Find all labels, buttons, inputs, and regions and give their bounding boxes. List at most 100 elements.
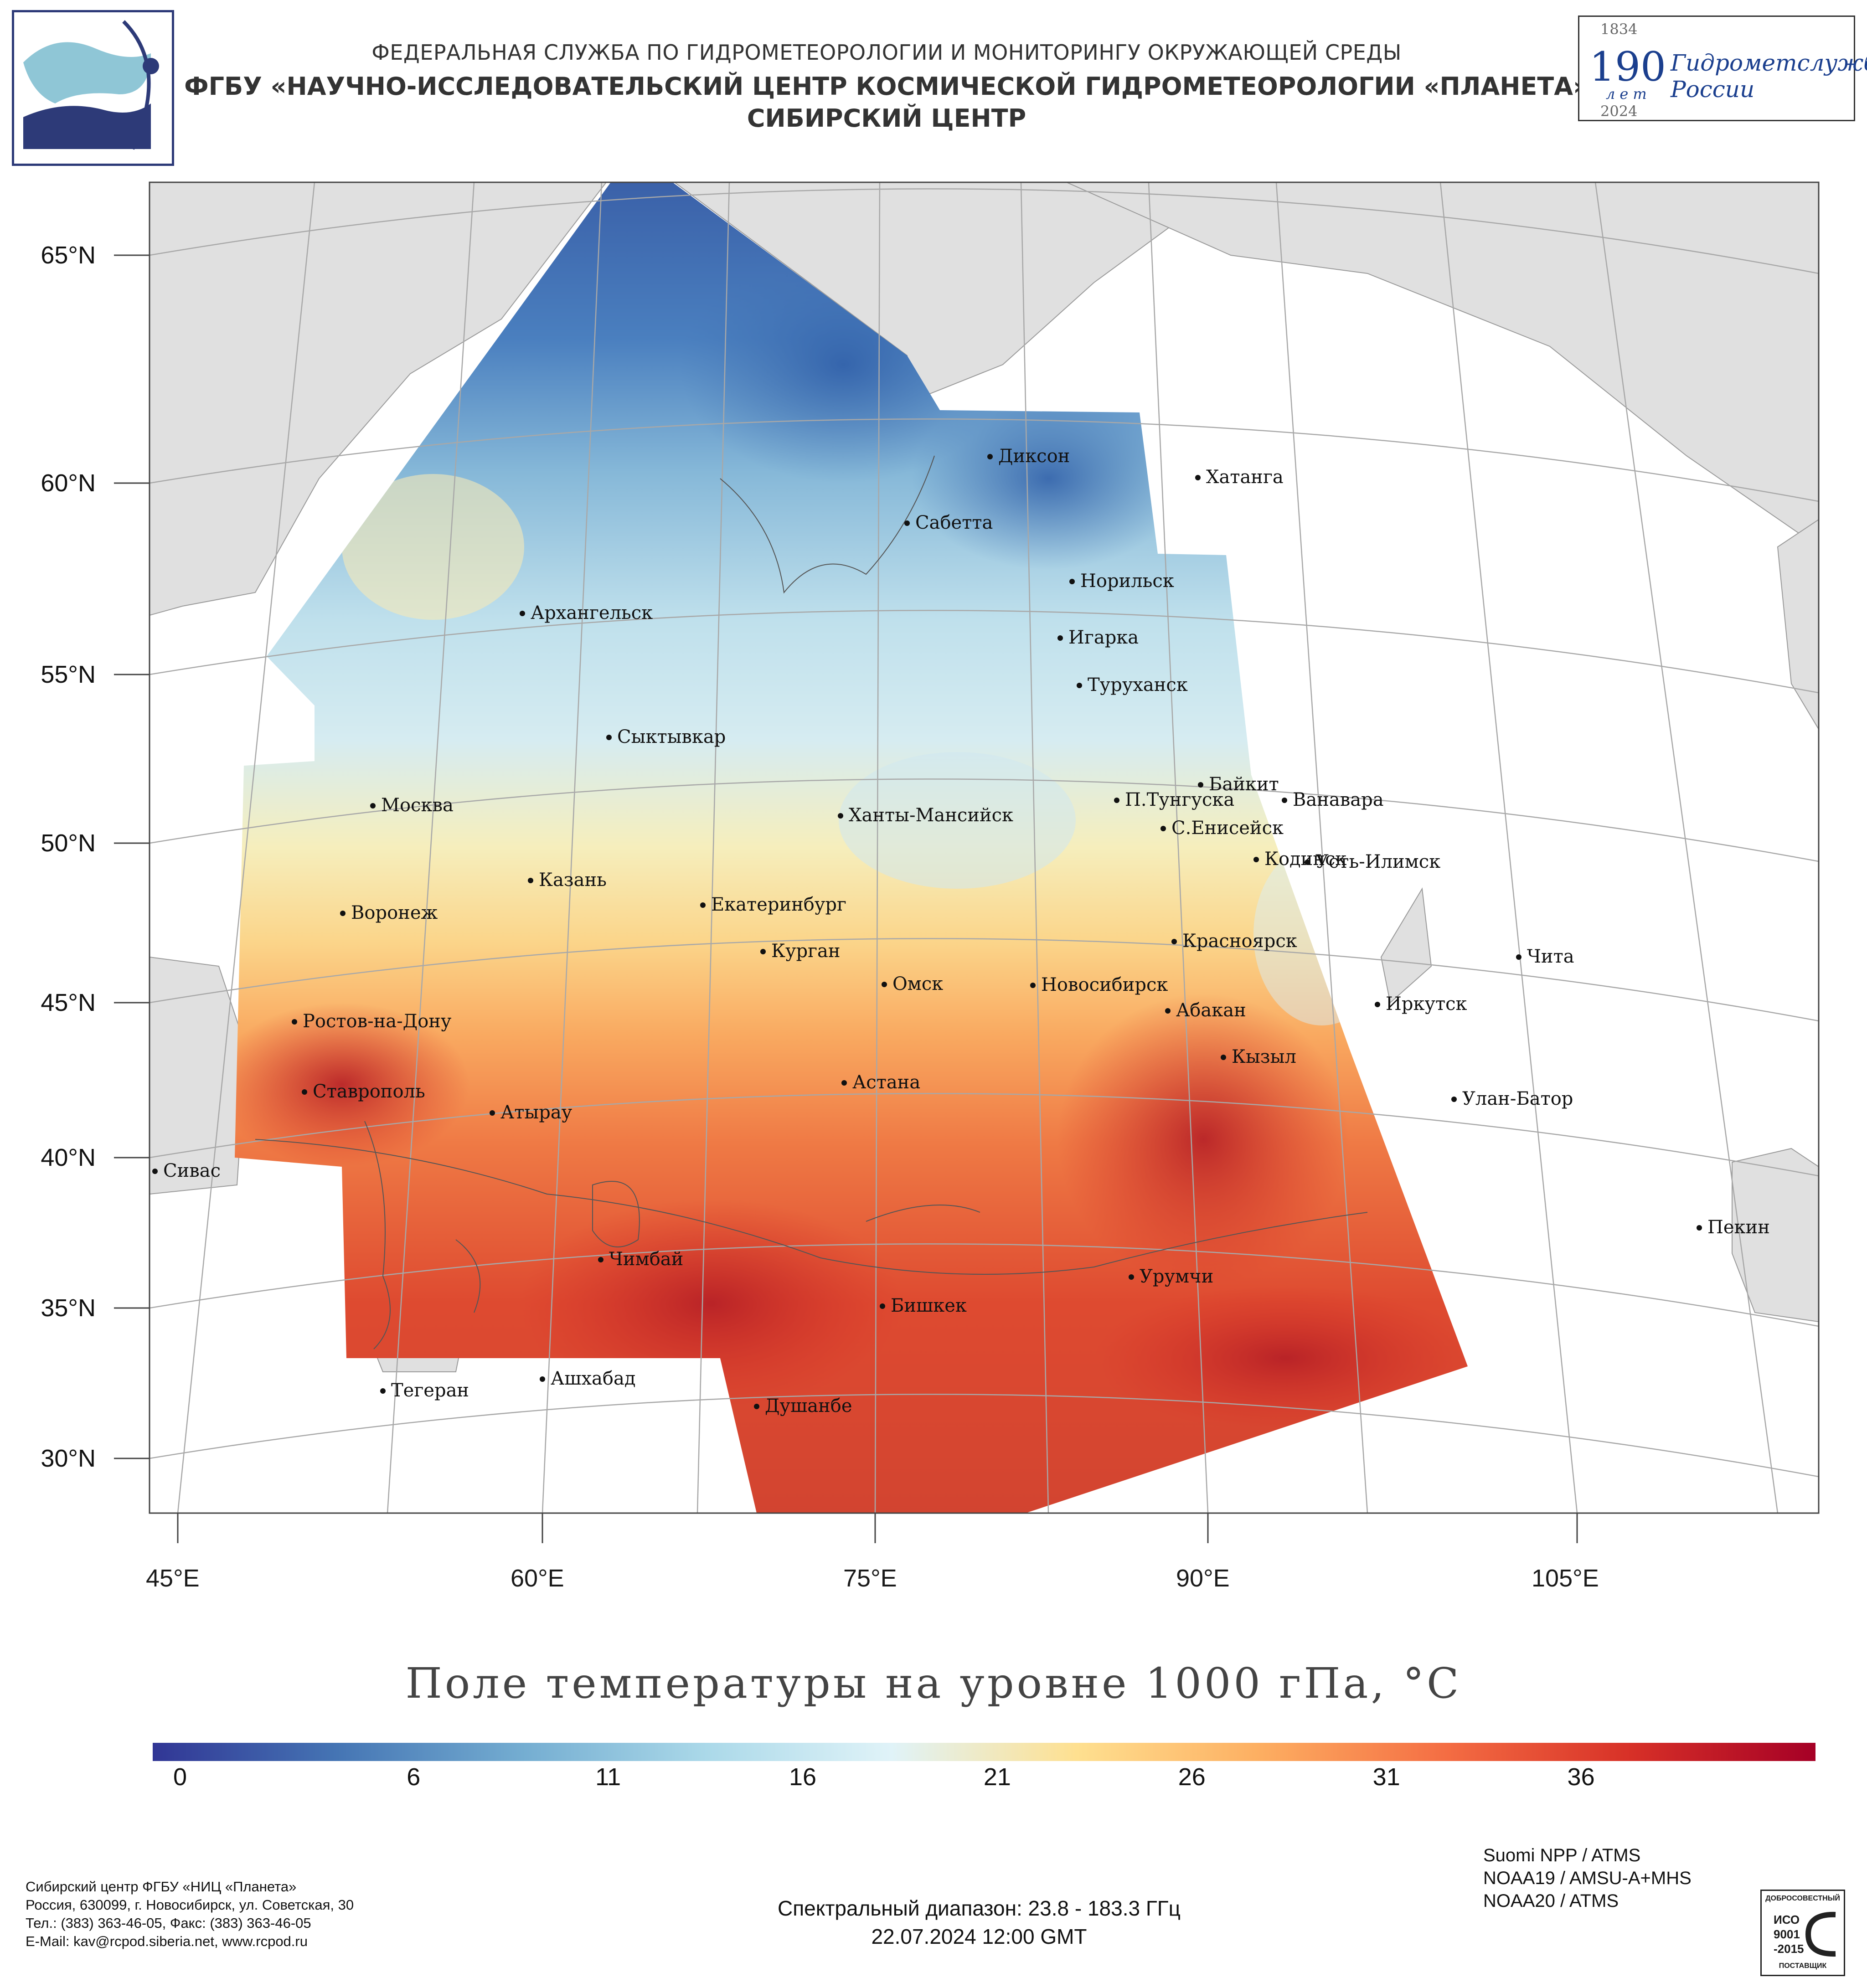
city-label: Сыктывкар (617, 726, 726, 747)
satellite-item: NOAA20 / ATMS (1483, 1891, 1619, 1911)
city-marker (838, 813, 843, 819)
colorbar-tick-label: 31 (1372, 1763, 1400, 1791)
city-label: Екатеринбург (711, 894, 846, 915)
city-label: Туруханск (1088, 675, 1188, 695)
city-label: Абакан (1176, 1000, 1246, 1021)
city-label: Урумчи (1140, 1266, 1213, 1287)
city-marker (1282, 798, 1287, 803)
city-label: Сивас (163, 1160, 221, 1181)
city-marker (380, 1388, 386, 1394)
satellite-item: Suomi NPP / ATMS (1483, 1845, 1641, 1865)
city-label: Чита (1527, 946, 1574, 967)
city-marker (520, 611, 525, 616)
planeta-logo-icon (12, 10, 174, 166)
anniversary-year-end: 2024 (1600, 103, 1638, 120)
city-label: Атырау (500, 1102, 572, 1123)
city-marker (754, 1404, 759, 1409)
city-label: Усть-Илимск (1315, 851, 1440, 872)
city-marker (1198, 782, 1203, 788)
colorbar-tick-label: 26 (1178, 1763, 1206, 1791)
city-marker (1253, 857, 1259, 862)
city-marker (1069, 579, 1075, 584)
satellite-item: NOAA19 / AMSU-A+MHS (1483, 1868, 1692, 1888)
city-label: Курган (771, 941, 841, 962)
branch-title: СИБИРСКИЙ ЦЕНТР (747, 104, 1026, 133)
longitude-axis (177, 1513, 1578, 1543)
graticule (150, 182, 1819, 1513)
map-canvas: Диксон Хатанга Сабетта Норильск Игарка А… (41, 181, 1820, 1543)
city-label: Сабетта (915, 512, 993, 533)
address-line: Тел.: (383) 363-46-05, Факс: (383) 363-4… (26, 1915, 311, 1931)
city-marker (1030, 983, 1036, 988)
city-marker (1697, 1225, 1702, 1231)
city-marker (1305, 860, 1310, 865)
city-label: Астана (852, 1072, 920, 1093)
city-marker (340, 911, 346, 916)
city-marker (1165, 1008, 1171, 1014)
city-label: Душанбе (765, 1396, 852, 1416)
basemap: Диксон Хатанга Сабетта Норильск Игарка А… (150, 182, 1819, 1513)
city-label: Байкит (1209, 774, 1279, 795)
address-line: E-Mail: kav@rcpod.siberia.net, www.rcpod… (26, 1933, 308, 1949)
city-marker (880, 1303, 885, 1309)
city-label: Чимбай (609, 1249, 683, 1270)
observation-datetime: 22.07.2024 12:00 GMT (871, 1925, 1087, 1948)
anniversary-logo: 1834 190 лет Гидрометслужбе России 2024 (1578, 15, 1867, 121)
city-label: Архангельск (531, 603, 653, 623)
lat-label: 65°N (41, 242, 96, 269)
iso-bottom: ПОСТАВЩИК (1779, 1962, 1827, 1970)
anniversary-caption: лет (1606, 85, 1651, 103)
city-label: Воронеж (351, 902, 438, 923)
iso-badge-icon: ДОБРОСОВЕСТНЫЙ ИСО 9001 -2015 ПОСТАВЩИК (1760, 1890, 1845, 1976)
anniversary-text-2: России (1671, 76, 1755, 103)
city-label: Кызыл (1232, 1046, 1296, 1067)
lon-label: 90°E (1176, 1565, 1230, 1592)
address-line: Сибирский центр ФГБУ «НИЦ «Планета» (26, 1879, 297, 1895)
city-marker (1114, 798, 1119, 803)
city-marker (490, 1110, 495, 1116)
city-marker (302, 1089, 307, 1095)
colorbar (153, 1743, 1815, 1761)
agency-title: ФЕДЕРАЛЬНАЯ СЛУЖБА ПО ГИДРОМЕТЕОРОЛОГИИ … (371, 40, 1402, 65)
map-frame (149, 181, 1820, 1514)
iso-line1: ИСО (1774, 1913, 1800, 1926)
city-label: Улан-Батор (1462, 1088, 1573, 1109)
lon-label: 60°E (511, 1565, 564, 1592)
city-marker (152, 1169, 158, 1174)
anniversary-text-1: Гидрометслужбе (1671, 50, 1867, 76)
city-marker (1160, 826, 1166, 831)
anniversary-year-start: 1834 (1600, 21, 1638, 38)
city-label: Новосибирск (1041, 974, 1168, 995)
city-marker (904, 520, 910, 526)
satellite-list: Suomi NPP / ATMS NOAA19 / AMSU-A+MHS NOA… (1483, 1844, 1692, 1912)
city-marker (1375, 1002, 1380, 1007)
iso-top: ДОБРОСОВЕСТНЫЙ (1765, 1895, 1840, 1902)
city-marker (540, 1376, 545, 1382)
city-label: Диксон (998, 446, 1070, 467)
city-marker (598, 1257, 603, 1262)
city-label: Норильск (1080, 571, 1174, 592)
city-label: Ванавара (1293, 789, 1384, 810)
lat-label: 30°N (41, 1445, 96, 1472)
city-label: Ставрополь (313, 1081, 425, 1102)
city-marker (1221, 1055, 1226, 1060)
city-label: Бишкек (891, 1295, 967, 1316)
city-marker (292, 1019, 297, 1025)
city-marker (760, 949, 766, 954)
city-label: Кодинск (1264, 849, 1346, 870)
city-marker (606, 735, 612, 740)
city-label: П.Тунгуска (1125, 789, 1234, 810)
city-marker (987, 454, 993, 459)
city-markers: Диксон Хатанга Сабетта Норильск Игарка А… (152, 446, 1770, 1416)
colorbar-tick-label: 16 (789, 1763, 817, 1791)
iso-line3: -2015 (1774, 1942, 1804, 1956)
city-marker (1057, 635, 1063, 641)
center-title: ФГБУ «НАУЧНО-ИССЛЕДОВАТЕЛЬСКИЙ ЦЕНТР КОС… (184, 72, 1589, 101)
city-marker (1129, 1274, 1134, 1280)
lat-label: 55°N (41, 661, 96, 688)
city-label: Ханты-Мансийск (849, 805, 1013, 826)
iso-line2: 9001 (1774, 1927, 1800, 1941)
spectral-range: Спектральный диапазон: 23.8 - 183.3 ГГц (777, 1896, 1181, 1920)
city-marker (700, 902, 706, 908)
